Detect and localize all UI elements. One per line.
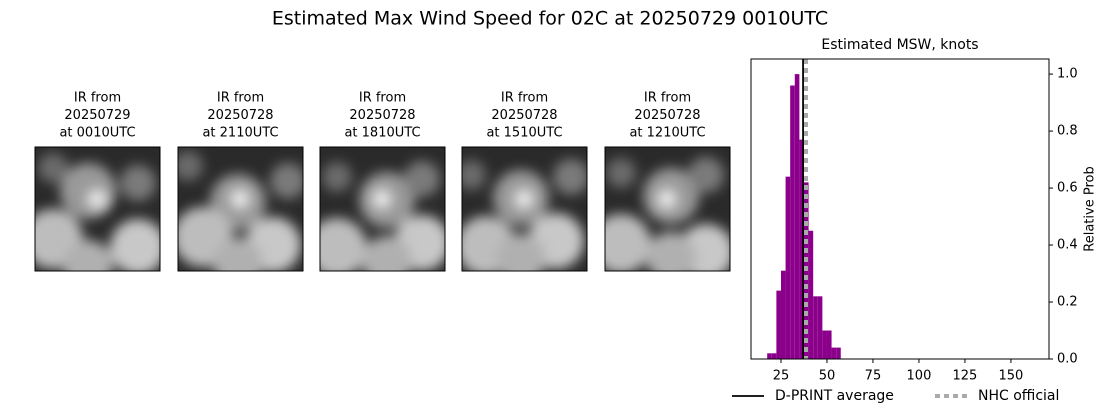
panel-label: at 1810UTC [344, 126, 420, 141]
cloud [120, 165, 156, 201]
image-frame [461, 146, 588, 272]
figure-title: Estimated Max Wind Speed for 02C at 2025… [272, 8, 828, 30]
ir-image [319, 146, 446, 272]
image-frame [604, 146, 731, 272]
panel-label: 20250728 [349, 108, 415, 123]
y-tick-label: 0.0 [1057, 352, 1078, 367]
cloud [404, 161, 440, 197]
x-tick-label: 150 [999, 369, 1024, 384]
image-frame [319, 146, 446, 272]
cloud [462, 160, 486, 190]
cloud [362, 236, 412, 271]
bar [790, 85, 795, 359]
x-tick-label: 75 [865, 369, 882, 384]
cloud [60, 163, 116, 219]
ir-image [177, 146, 304, 272]
bar [826, 330, 832, 359]
panel-label: IR from [217, 91, 264, 106]
y-axis-label: Relative Prob [1083, 166, 1098, 251]
cloud [320, 218, 367, 271]
bar [767, 353, 772, 359]
cloud [605, 214, 651, 271]
plot: 25 50 75 100 125 150 0.0 0.2 0.4 0.6 0.8 1.0 D-PRINT… [732, 58, 1078, 404]
storm-core [230, 189, 250, 209]
cloud [606, 158, 636, 188]
y-tick-label: 1.0 [1057, 67, 1078, 82]
ir-image [604, 146, 731, 272]
cloud [63, 240, 113, 271]
panel-label: 20250729 [64, 108, 130, 123]
bar [785, 176, 791, 359]
y-tick-label: 0.8 [1057, 124, 1078, 139]
cloud [270, 163, 303, 199]
panel-label: IR from [359, 91, 406, 106]
x-tick-label: 25 [773, 369, 790, 384]
cloud [553, 159, 587, 195]
bar [808, 230, 814, 359]
legend-label: D-PRINT average [775, 388, 894, 404]
image-frame [34, 146, 161, 272]
bar [794, 74, 800, 359]
legend-label: NHC official [978, 388, 1059, 404]
panel-label: 20250728 [491, 108, 557, 123]
panel-label: IR from [501, 91, 548, 106]
cloud [178, 151, 203, 181]
cloud [322, 162, 352, 192]
bar [817, 296, 823, 359]
cloud [213, 238, 263, 271]
bar [771, 353, 777, 359]
storm-core [87, 189, 107, 209]
panel-label: at 1510UTC [486, 126, 562, 141]
ir-image [34, 146, 161, 272]
bar [813, 296, 818, 359]
cloud [496, 234, 546, 271]
panel-label: 20250728 [634, 108, 700, 123]
bar [776, 290, 781, 359]
panel-label: IR from [74, 91, 121, 106]
image-frame [177, 146, 304, 272]
y-tick-label: 0.4 [1057, 238, 1078, 253]
x-tick-label: 100 [907, 369, 932, 384]
bar [799, 139, 804, 359]
ir-image [461, 146, 588, 272]
x-tick-label: 50 [819, 369, 836, 384]
chart-title: Estimated MSW, knots [821, 37, 978, 53]
panel-label: IR from [644, 91, 691, 106]
cloud [110, 219, 160, 271]
panel-label: at 1210UTC [629, 126, 705, 141]
panel-label: at 2110UTC [202, 126, 278, 141]
panel-label: at 0010UTC [59, 126, 135, 141]
storm-core [657, 189, 677, 209]
cloud [646, 232, 696, 271]
bar [831, 347, 837, 359]
clouds [462, 159, 587, 271]
bar [780, 270, 786, 359]
cloud [688, 157, 724, 193]
panel-label: 20250728 [207, 108, 273, 123]
storm-core [372, 189, 392, 209]
clouds [320, 161, 445, 271]
x-tick-label: 125 [953, 369, 978, 384]
clouds [605, 157, 730, 271]
storm-core [514, 189, 534, 209]
bar [822, 330, 827, 359]
y-tick-label: 0.6 [1057, 181, 1078, 196]
image-panels: IR from 20250729 at 0010UTC IR from 20250728… [34, 91, 731, 272]
axes-frame [750, 58, 1050, 360]
y-tick-label: 0.2 [1057, 295, 1078, 310]
bar [836, 347, 841, 359]
cloud [38, 153, 68, 183]
